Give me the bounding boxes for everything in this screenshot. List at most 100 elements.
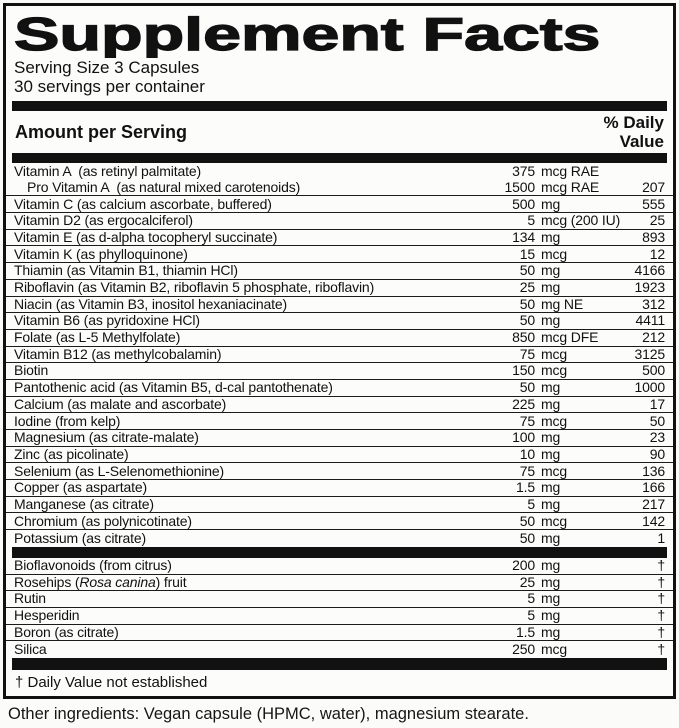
nutrient-amount-value: 5 [527, 495, 535, 512]
nutrient-amount-unit: mg [541, 395, 561, 412]
nutrient-row: Pro Vitamin A (as natural mixed caroteno… [6, 180, 673, 197]
nutrient-dv: 893 [642, 228, 665, 245]
nutrient-amount-unit: mg [541, 607, 561, 624]
nutrient-amount-unit: mcg RAE [541, 163, 600, 180]
nutrient-amount-unit: mg [541, 557, 561, 573]
nutrient-dv: 90 [649, 445, 665, 462]
nutrient-dv: 23 [649, 429, 665, 446]
nutrient-row: Magnesium (as citrate-malate) 100 mg 23 [6, 430, 673, 447]
nutrient-amount-value: 25 [519, 279, 535, 295]
nutrient-row: Pantothenic acid (as Vitamin B5, d-cal p… [6, 380, 673, 397]
nutrient-dv: 17 [649, 395, 665, 412]
nutrient-row: Vitamin B12 (as methylcobalamin) 75 mcg … [6, 347, 673, 364]
nutrient-row: Rutin 5 mg † [6, 591, 673, 608]
nutrient-amount-unit: mg [541, 445, 561, 462]
nutrient-amount-value: 25 [519, 573, 535, 590]
nutrient-dv: 166 [642, 479, 665, 496]
nutrient-amount-unit: mg [541, 312, 561, 329]
nutrient-dv: 25 [649, 212, 665, 229]
nutrient-amount-unit: mcg [541, 362, 567, 379]
nutrient-amount-unit: mg [541, 379, 561, 396]
nutrient-row: Vitamin C (as calcium ascorbate, buffere… [6, 195, 673, 214]
nutrient-amount-value: 75 [519, 345, 535, 362]
nutrient-name: Hesperidin [14, 607, 80, 624]
amount-per-serving-header: Amount per Serving [15, 121, 188, 142]
nutrient-name: Magnesium (as citrate-malate) [14, 429, 199, 446]
nutrient-amount-value: 15 [519, 245, 535, 262]
nutrient-row: Vitamin E (as d-alpha tocopheryl succina… [6, 230, 673, 247]
nutrient-amount-value: 5 [527, 590, 535, 607]
serving-info: Serving Size 3 Capsules 30 servings per … [6, 58, 673, 101]
nutrient-row: Manganese (as citrate) 5 mg 217 [6, 497, 673, 514]
nutrient-amount-value: 500 [512, 195, 535, 212]
dv-header-line2: Value [619, 132, 664, 151]
nutrient-amount-value: 225 [512, 395, 535, 412]
supplement-facts-panel: Supplement Facts Serving Size 3 Capsules… [3, 3, 676, 699]
nutrient-amount-value: 10 [519, 445, 535, 462]
nutrient-amount-value: 50 [519, 530, 535, 547]
nutrient-name: Vitamin B12 (as methylcobalamin) [14, 345, 222, 362]
nutrient-name: Pantothenic acid (as Vitamin B5, d-cal p… [14, 379, 333, 396]
nutrient-amount-unit: mcg [541, 641, 567, 658]
nutrient-amount-value: 150 [512, 362, 535, 379]
nutrient-amount-unit: mcg RAE [541, 178, 600, 195]
nutrient-row: Vitamin K (as phylloquinone) 15 mcg 12 [6, 245, 673, 264]
servings-per-container: 30 servings per container [14, 77, 205, 96]
nutrient-amount-unit: mcg [541, 512, 567, 529]
nutrient-amount-value: 50 [519, 512, 535, 529]
nutrient-name: Riboflavin (as Vitamin B2, riboflavin 5 … [14, 279, 375, 295]
nutrient-amount-value: 250 [512, 641, 535, 658]
nutrient-amount-value: 1500 [504, 178, 535, 195]
nutrient-amount-value: 75 [519, 462, 535, 479]
nutrient-amount-unit: mcg (200 IU) [541, 212, 621, 229]
nutrient-amount-value: 375 [512, 163, 535, 180]
nutrient-amount-value: 50 [519, 312, 535, 329]
nutrient-name: Selenium (as L-Selenomethionine) [14, 462, 224, 479]
nutrient-dv: † [657, 573, 665, 590]
nutrient-row: Selenium (as L-Selenomethionine) 75 mcg … [6, 462, 673, 481]
nutrient-amount-value: 1.5 [515, 479, 535, 496]
nutrient-amount-unit: mg [541, 429, 561, 446]
nutrient-dv: 212 [642, 329, 665, 346]
nutrient-name: Iodine (from kelp) [14, 412, 121, 429]
nutrient-amount-unit: mcg DFE [541, 329, 599, 346]
nutrient-name: Niacin (as Vitamin B3, inositol hexaniac… [14, 295, 287, 312]
nutrient-dv: † [657, 590, 665, 607]
nutrient-name: Calcium (as malate and ascorbate) [14, 395, 227, 412]
nutrient-dv: † [657, 623, 665, 640]
nutrient-amount-value: 850 [512, 329, 535, 346]
nutrient-name: Biotin [14, 362, 49, 379]
other-ingredients: Other ingredients: Vegan capsule (HPMC, … [8, 704, 529, 723]
nutrient-amount-value: 134 [512, 228, 535, 245]
divider-bar-top [12, 101, 667, 111]
nutrient-amount-unit: mcg [541, 462, 567, 479]
nutrient-amount-value: 1.5 [515, 623, 535, 640]
nutrient-amount-unit: mg [541, 262, 561, 279]
nutrient-row: Copper (as aspartate) 1.5 mg 166 [6, 480, 673, 497]
nutrient-row: Hesperidin 5 mg † [6, 608, 673, 625]
nutrient-name: Pro Vitamin A (as natural mixed caroteno… [27, 178, 301, 195]
nutrient-amount-unit: mg [541, 590, 561, 607]
nutrient-row: Zinc (as picolinate) 10 mg 90 [6, 447, 673, 464]
nutrient-row: Vitamin A (as retinyl palmitate) 375 mcg… [6, 163, 673, 180]
nutrient-name: Rosehips (Rosa canina) fruit [14, 573, 187, 590]
nutrient-dv: 3125 [634, 345, 665, 362]
nutrient-name: Vitamin E (as d-alpha tocopheryl succina… [14, 228, 278, 245]
panel-title: Supplement Facts [13, 8, 601, 58]
nutrient-row: Biotin 150 mcg 500 [6, 363, 673, 380]
nutrient-name: Chromium (as polynicotinate) [14, 512, 192, 529]
nutrient-amount-unit: mg [541, 573, 561, 590]
nutrient-dv: 217 [642, 495, 665, 512]
nutrient-dv: 500 [642, 362, 665, 379]
panel-title-wrap: Supplement Facts [6, 6, 673, 58]
nutrient-row: Chromium (as polynicotinate) 50 mcg 142 [6, 512, 673, 531]
nutrient-row: Niacin (as Vitamin B3, inositol hexaniac… [6, 297, 673, 314]
nutrient-row: Bioflavonoids (from citrus) 200 mg † [6, 558, 673, 575]
nutrient-name: Vitamin K (as phylloquinone) [14, 245, 188, 262]
nutrient-dv: 312 [642, 295, 665, 312]
nutrient-amount-value: 5 [527, 212, 535, 229]
nutrient-amount-unit: mg NE [541, 295, 584, 312]
divider-bar-section [12, 546, 667, 558]
nutrient-name: Vitamin C (as calcium ascorbate, buffere… [14, 195, 272, 212]
nutrient-dv: † [657, 607, 665, 624]
